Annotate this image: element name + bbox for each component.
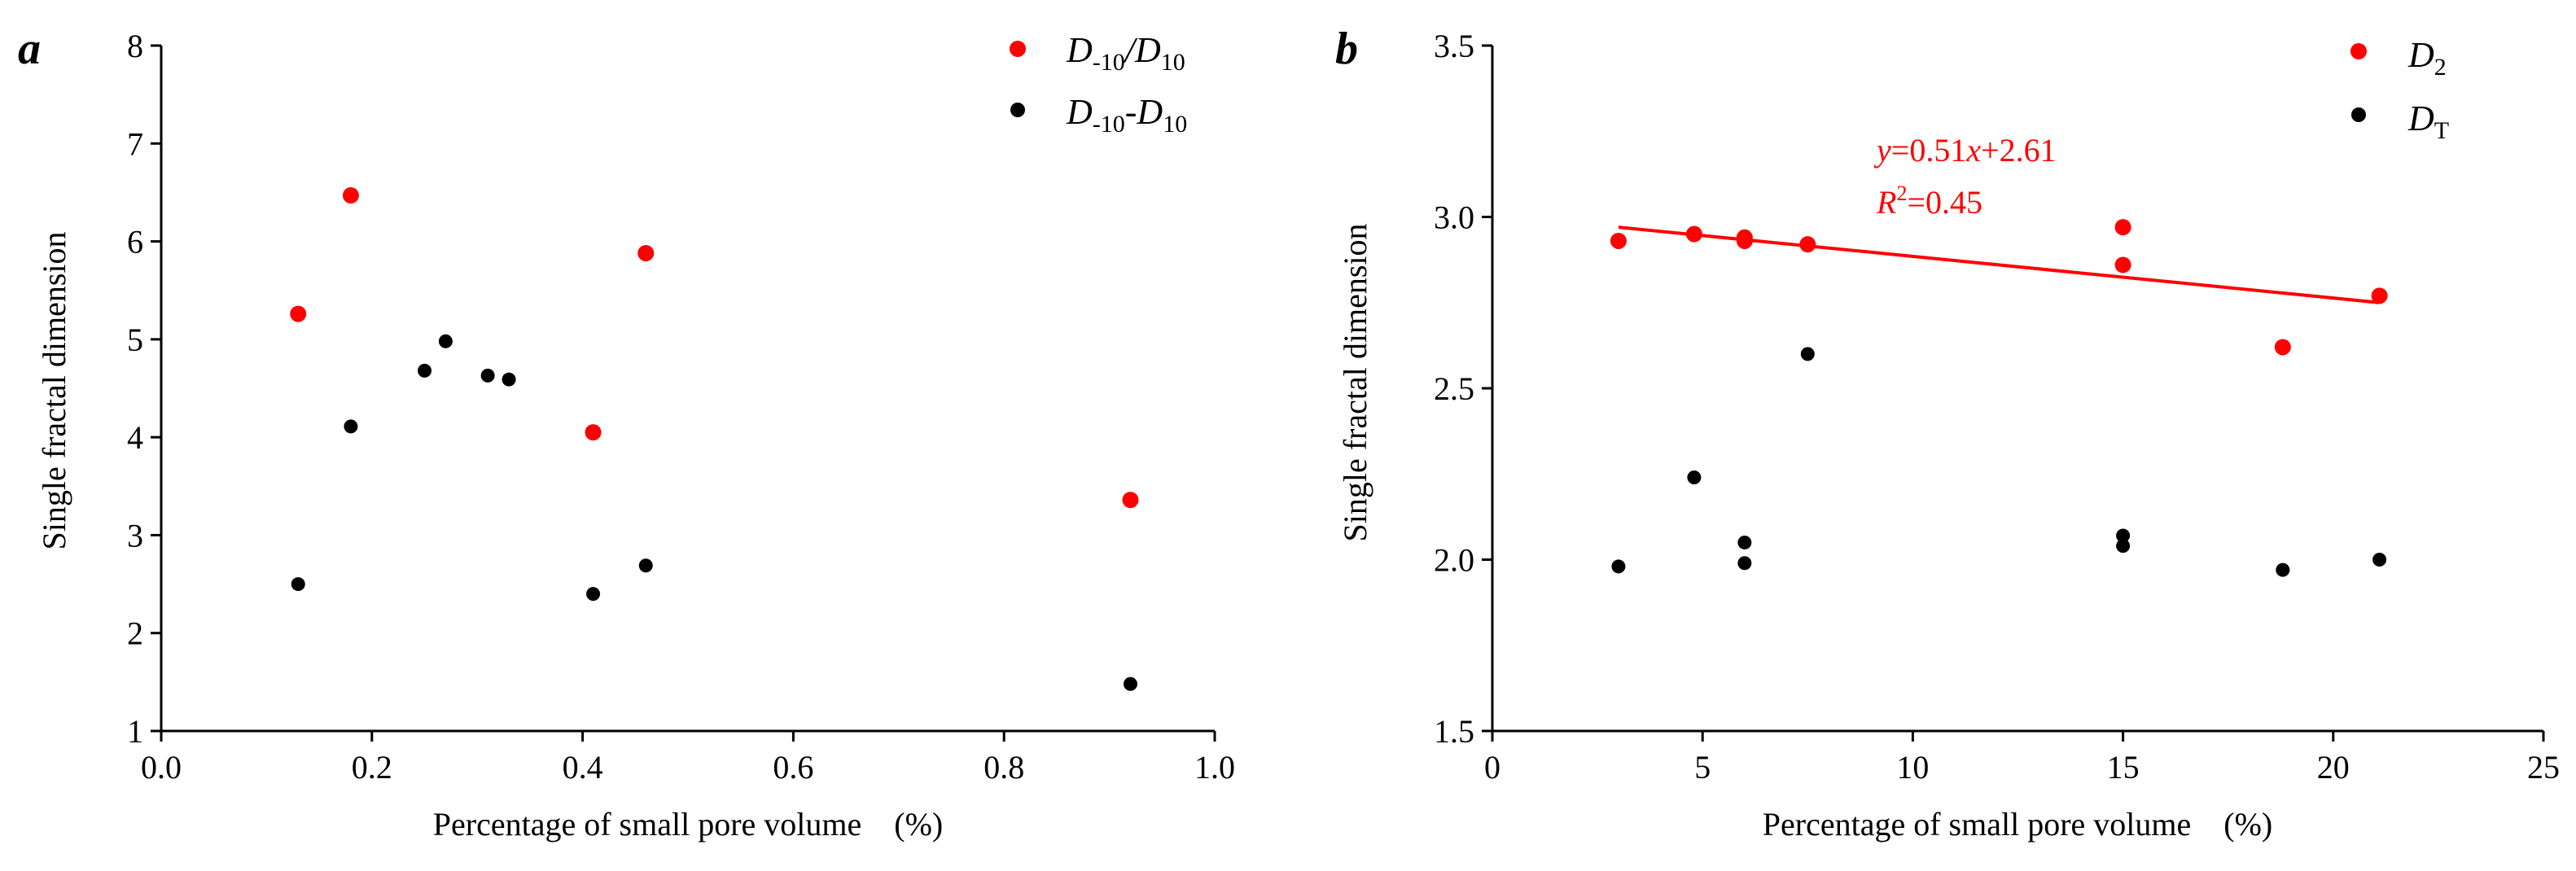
point-dt [2116,539,2131,554]
y-tick-label: 3.5 [1434,28,1474,64]
point-d2 [2114,256,2131,274]
panel-b-y-axis-title: Single fractal dimension [1337,223,1373,541]
legend-label-d2: D2 [2407,35,2447,81]
panel-a-x-ticks: 0.0 0.2 0.4 0.6 0.8 1.0 [141,731,1235,786]
point-d2 [1799,236,1816,253]
y-tick-label: 4 [127,419,143,456]
point-dt [1611,559,1626,574]
fit-r-squared: R2=0.45 [1876,182,1982,221]
legend-label-d10-diff: D-10-D10 [1066,92,1187,138]
y-tick-label: 2.0 [1434,542,1474,579]
panel-a-points [290,187,1139,691]
x-tick-label: 15 [2107,749,2140,786]
point-d-10-d10 [291,577,305,592]
legend-marker-red [1010,41,1026,57]
panel-b-points [1610,219,2388,577]
point-d-10-d10 [342,187,359,204]
point-dt [2116,528,2131,543]
y-tick-label: 5 [127,322,143,358]
point-d-10-d10 [418,363,432,378]
panel-a-y-ticks: 1 2 3 4 5 6 7 8 [127,28,161,750]
legend-marker-black [1010,103,1025,117]
x-tick-label: 25 [2527,749,2560,786]
y-tick-label: 3 [127,517,143,554]
x-tick-label: 20 [2317,749,2350,786]
panel-a-y-axis-title: Single fractal dimension [36,231,72,549]
point-d-10-d10 [1123,676,1137,691]
point-d2 [1685,225,1702,243]
x-tick-label: 0.2 [352,749,392,786]
x-tick-label: 0.4 [563,749,603,786]
point-d-10-d10 [344,419,358,434]
x-tick-label: 0.8 [984,749,1024,786]
y-tick-label: 1 [127,713,143,750]
point-d-10-d10 [1122,492,1139,509]
point-d-10-d10 [586,587,601,602]
y-tick-label: 3.0 [1434,199,1474,236]
point-dt [2372,553,2387,567]
point-d-10-d10 [637,245,655,262]
panel-b-label: b [1335,24,1358,74]
y-tick-label: 1.5 [1434,713,1474,750]
point-dt [1687,470,1702,484]
x-tick-label: 5 [1694,749,1711,786]
point-d2 [1610,232,1627,249]
legend-marker-red [2350,43,2367,59]
x-tick-label: 1.0 [1194,749,1235,786]
y-tick-label: 7 [127,125,143,162]
point-d2 [2114,219,2131,236]
panel-a: a 0.0 0.2 0.4 0.6 0.8 1.0 1 2 3 4 5 6 7 8 Percentage… [18,24,1235,843]
panel-b-x-axis-title: Percentage of small pore volume (%) [1763,806,2272,843]
panel-b-y-ticks: 1.5 2.0 2.5 3.0 3.5 [1434,28,1492,750]
panel-b-fit-line [1618,225,2380,304]
y-tick-label: 2.5 [1434,370,1474,407]
point-d-10-d10 [502,372,516,387]
panel-b: b 0 5 10 15 20 25 1.5 2.0 2.5 3.0 3.5 Percentage … [1335,24,2560,843]
legend-label-d10-ratio: D-10/D10 [1066,30,1185,76]
point-d-10-d10 [638,558,653,573]
legend-label-dt: DT [2407,98,2449,144]
panel-b-x-ticks: 0 5 10 15 20 25 [1484,731,2560,786]
panel-a-label: a [18,24,41,74]
panel-a-x-axis-title: Percentage of small pore volume (%) [433,806,943,843]
fit-equation: y=0.51x+2.61 [1873,132,2057,169]
point-dt [2276,562,2290,577]
point-dt [1800,347,1815,361]
point-d-10-d10 [585,424,602,441]
point-d-10-d10 [480,368,495,383]
point-d-10-d10 [290,305,307,322]
x-tick-label: 0.0 [141,749,182,786]
point-d-10-d10 [438,334,453,348]
y-tick-label: 6 [127,224,143,260]
y-tick-label: 8 [127,28,143,64]
legend-marker-black [2351,107,2366,122]
panel-b-legend: D2 DT [2350,35,2449,144]
x-tick-label: 0.6 [773,749,813,786]
x-tick-label: 10 [1896,749,1929,786]
point-d2 [2274,339,2291,356]
point-dt [1737,556,1752,571]
x-tick-label: 0 [1484,749,1500,786]
point-dt [1737,535,1752,549]
y-tick-label: 2 [127,615,143,652]
point-d2 [2371,287,2388,304]
panel-a-legend: D-10/D10 D-10-D10 [1010,30,1187,138]
point-d2 [1736,232,1753,249]
